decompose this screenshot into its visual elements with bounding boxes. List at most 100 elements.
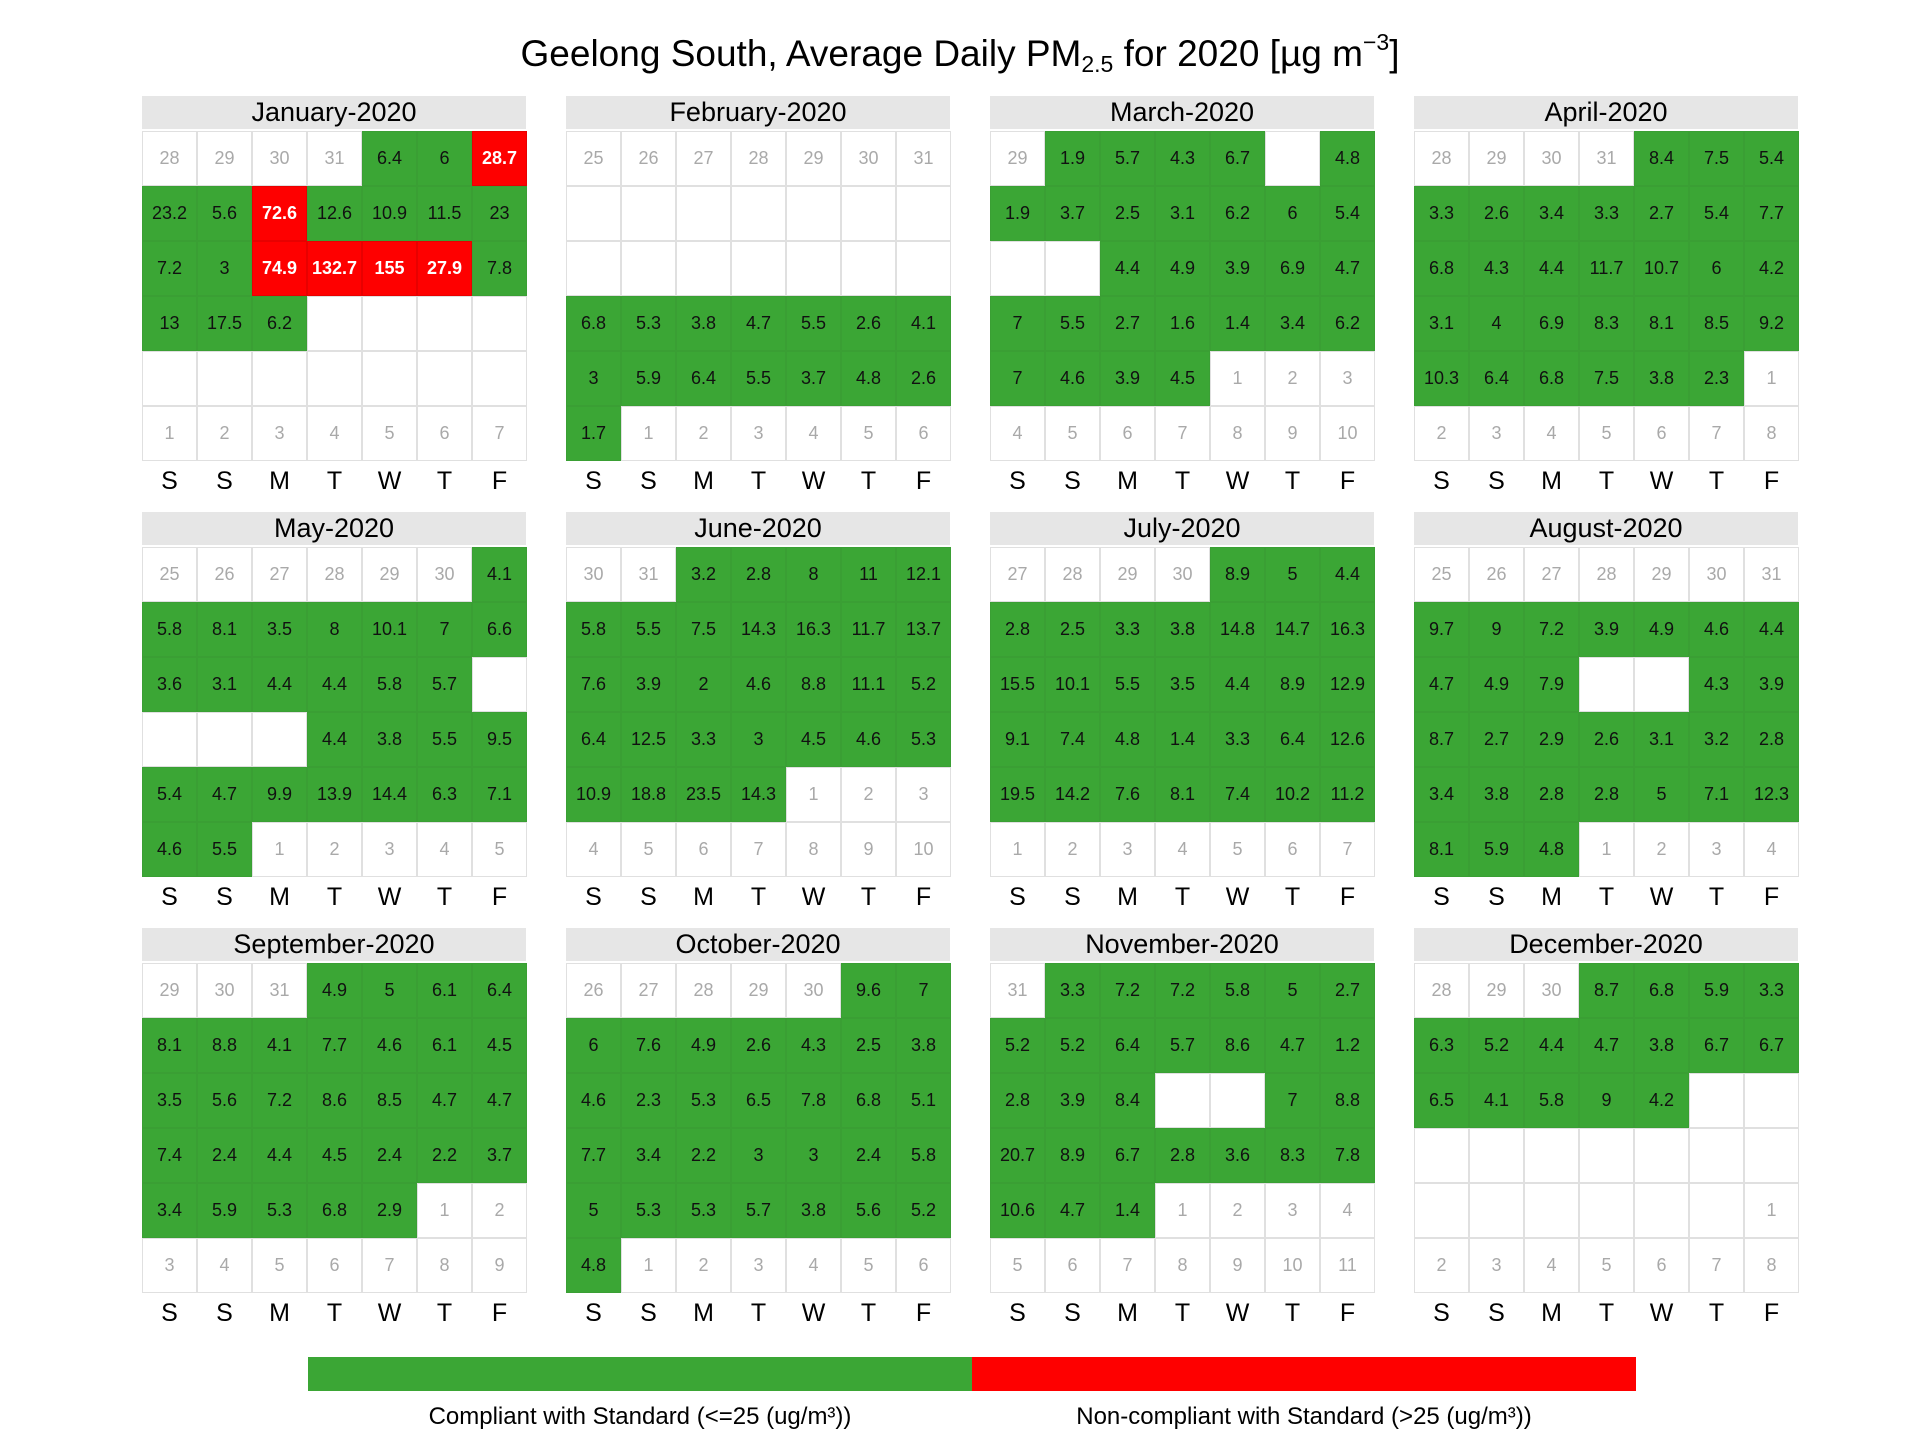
day-cell-compliant: 5 bbox=[1634, 767, 1689, 822]
day-cell-compliant: 4.9 bbox=[307, 963, 362, 1018]
day-cell-compliant: 3.7 bbox=[786, 351, 841, 406]
day-cell-compliant: 4.1 bbox=[896, 296, 951, 351]
day-cell-compliant: 3 bbox=[566, 351, 621, 406]
other-month-day: 8 bbox=[417, 1238, 472, 1293]
day-cell-compliant: 5.8 bbox=[1210, 963, 1265, 1018]
day-cell-compliant: 2.3 bbox=[1689, 351, 1744, 406]
title-end: ] bbox=[1389, 33, 1400, 74]
missing-day-cell bbox=[1414, 1183, 1469, 1238]
month-title: April-2020 bbox=[1414, 96, 1798, 131]
day-cell-compliant: 5.5 bbox=[786, 296, 841, 351]
day-cell-compliant: 14.8 bbox=[1210, 602, 1265, 657]
day-cell-compliant: 3.1 bbox=[1155, 186, 1210, 241]
day-cell-compliant: 3.5 bbox=[142, 1073, 197, 1128]
day-cell-compliant: 3.4 bbox=[142, 1183, 197, 1238]
day-cell-compliant: 4.1 bbox=[472, 547, 527, 602]
day-cell-compliant: 1.4 bbox=[1155, 712, 1210, 767]
other-month-day: 1 bbox=[252, 822, 307, 877]
other-month-day: 6 bbox=[1634, 406, 1689, 461]
day-cell-compliant: 8.5 bbox=[362, 1073, 417, 1128]
day-cell-compliant: 6.4 bbox=[1265, 712, 1320, 767]
day-cell-compliant: 4.4 bbox=[1744, 602, 1799, 657]
other-month-day: 29 bbox=[1634, 547, 1689, 602]
missing-day-cell bbox=[676, 186, 731, 241]
day-cell-compliant: 7.7 bbox=[307, 1018, 362, 1073]
weekday-label: T bbox=[436, 1299, 453, 1327]
other-month-day: 8 bbox=[786, 822, 841, 877]
day-cell-compliant: 9.7 bbox=[1414, 602, 1469, 657]
day-cell-compliant: 3.9 bbox=[1100, 351, 1155, 406]
day-cell-compliant: 5.2 bbox=[1469, 1018, 1524, 1073]
day-cell-compliant: 4.8 bbox=[841, 351, 896, 406]
weekday-label: W bbox=[801, 883, 826, 911]
other-month-day: 30 bbox=[1689, 547, 1744, 602]
other-month-day: 2 bbox=[1414, 1238, 1469, 1293]
weekday-label: S bbox=[1433, 1299, 1450, 1327]
weekday-label: T bbox=[860, 883, 877, 911]
day-cell-compliant: 8.3 bbox=[1579, 296, 1634, 351]
day-cell-compliant: 7.2 bbox=[1100, 963, 1155, 1018]
day-cell-compliant: 10.1 bbox=[362, 602, 417, 657]
other-month-day: 5 bbox=[1579, 406, 1634, 461]
missing-day-cell bbox=[362, 296, 417, 351]
missing-day-cell bbox=[1524, 1128, 1579, 1183]
day-cell-compliant: 8.9 bbox=[1265, 657, 1320, 712]
other-month-day: 10 bbox=[1320, 406, 1375, 461]
day-cell-noncompliant: 132.7 bbox=[307, 241, 362, 296]
day-cell-compliant: 9 bbox=[1579, 1073, 1634, 1128]
day-cell-compliant: 18.8 bbox=[621, 767, 676, 822]
day-cell-compliant: 2.6 bbox=[1579, 712, 1634, 767]
day-cell-compliant: 7.4 bbox=[1045, 712, 1100, 767]
other-month-day: 30 bbox=[1524, 963, 1579, 1018]
missing-day-cell bbox=[1689, 1183, 1744, 1238]
day-cell-compliant: 10.3 bbox=[1414, 351, 1469, 406]
day-cell-compliant: 5.8 bbox=[566, 602, 621, 657]
day-cell-compliant: 4 bbox=[1469, 296, 1524, 351]
day-cell-compliant: 3.2 bbox=[676, 547, 731, 602]
day-cell-compliant: 4.9 bbox=[1634, 602, 1689, 657]
day-cell-compliant: 2.6 bbox=[896, 351, 951, 406]
other-month-day: 10 bbox=[1265, 1238, 1320, 1293]
day-cell-compliant: 5.1 bbox=[896, 1073, 951, 1128]
weekday-label: W bbox=[377, 1299, 402, 1327]
day-cell-compliant: 7.2 bbox=[252, 1073, 307, 1128]
day-cell-compliant: 4.6 bbox=[731, 657, 786, 712]
other-month-day: 2 bbox=[307, 822, 362, 877]
legend-compliant-swatch bbox=[308, 1357, 972, 1391]
other-month-day: 2 bbox=[1045, 822, 1100, 877]
day-cell-compliant: 4.7 bbox=[1265, 1018, 1320, 1073]
other-month-day: 29 bbox=[1469, 963, 1524, 1018]
other-month-day: 4 bbox=[1744, 822, 1799, 877]
weekday-label: W bbox=[1225, 1299, 1250, 1327]
day-cell-compliant: 3.7 bbox=[472, 1128, 527, 1183]
other-month-day: 1 bbox=[621, 406, 676, 461]
day-cell-compliant: 5 bbox=[566, 1183, 621, 1238]
other-month-day: 28 bbox=[307, 547, 362, 602]
day-cell-compliant: 6.3 bbox=[1414, 1018, 1469, 1073]
day-cell-compliant: 4.7 bbox=[731, 296, 786, 351]
other-month-day: 25 bbox=[566, 131, 621, 186]
day-cell-compliant: 5.3 bbox=[896, 712, 951, 767]
weekday-label: T bbox=[326, 467, 343, 495]
missing-day-cell bbox=[1579, 1128, 1634, 1183]
month-title: February-2020 bbox=[566, 96, 950, 131]
day-cell-compliant: 6 bbox=[1689, 241, 1744, 296]
day-cell-compliant: 6.5 bbox=[1414, 1073, 1469, 1128]
day-cell-compliant: 14.7 bbox=[1265, 602, 1320, 657]
other-month-day: 26 bbox=[1469, 547, 1524, 602]
weekday-label: T bbox=[326, 1299, 343, 1327]
day-cell-compliant: 6.7 bbox=[1210, 131, 1265, 186]
day-cell-compliant: 6.6 bbox=[472, 602, 527, 657]
day-cell-compliant: 2.6 bbox=[731, 1018, 786, 1073]
day-cell-compliant: 6.2 bbox=[1320, 296, 1375, 351]
day-cell-compliant: 6.3 bbox=[417, 767, 472, 822]
weekday-label: M bbox=[1117, 467, 1138, 495]
weekday-label: S bbox=[640, 883, 657, 911]
day-cell-compliant: 1.4 bbox=[1100, 1183, 1155, 1238]
other-month-day: 9 bbox=[1265, 406, 1320, 461]
missing-day-cell bbox=[307, 351, 362, 406]
day-cell-compliant: 2.2 bbox=[417, 1128, 472, 1183]
other-month-day: 10 bbox=[896, 822, 951, 877]
